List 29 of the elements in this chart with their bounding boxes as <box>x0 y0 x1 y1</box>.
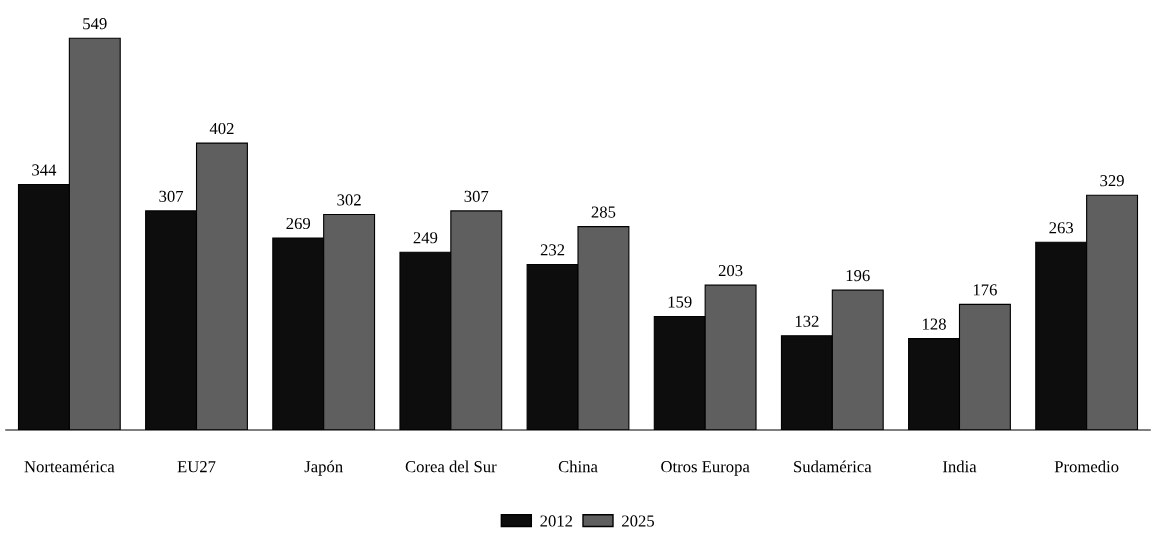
data-label: 176 <box>973 284 997 296</box>
data-label: 307 <box>464 190 489 202</box>
data-label: 402 <box>209 122 234 135</box>
x-tick-label: Norteamérica <box>24 460 115 473</box>
data-label: 249 <box>413 232 438 244</box>
data-label: 128 <box>923 318 946 330</box>
data-label: 329 <box>1100 175 1124 187</box>
data-label: 344 <box>32 164 57 176</box>
x-tick-label: Promedio <box>1054 460 1119 473</box>
data-label: 132 <box>795 315 819 327</box>
data-label: 196 <box>846 269 870 282</box>
x-tick-label: Corea del Sur <box>405 460 497 473</box>
data-label: 263 <box>1049 222 1074 234</box>
x-tick-label: Sudamérica <box>794 460 872 473</box>
data-label: 232 <box>540 244 565 256</box>
x-tick-label: Otros Europa <box>661 461 750 476</box>
x-tick-label: China <box>558 460 598 473</box>
x-tick-label: EU27 <box>177 461 216 473</box>
legend-label: 2025 <box>622 515 655 527</box>
x-tick-label: India <box>942 460 977 473</box>
data-label: 159 <box>668 296 692 308</box>
data-label: 285 <box>591 206 616 218</box>
legend-label: 2012 <box>540 515 573 527</box>
data-label: 269 <box>286 217 311 230</box>
data-label: 549 <box>83 18 107 30</box>
x-tick-label: Japón <box>304 460 343 476</box>
data-label: 302 <box>337 194 361 206</box>
data-label: 203 <box>718 264 743 277</box>
data-label: 307 <box>159 190 184 202</box>
